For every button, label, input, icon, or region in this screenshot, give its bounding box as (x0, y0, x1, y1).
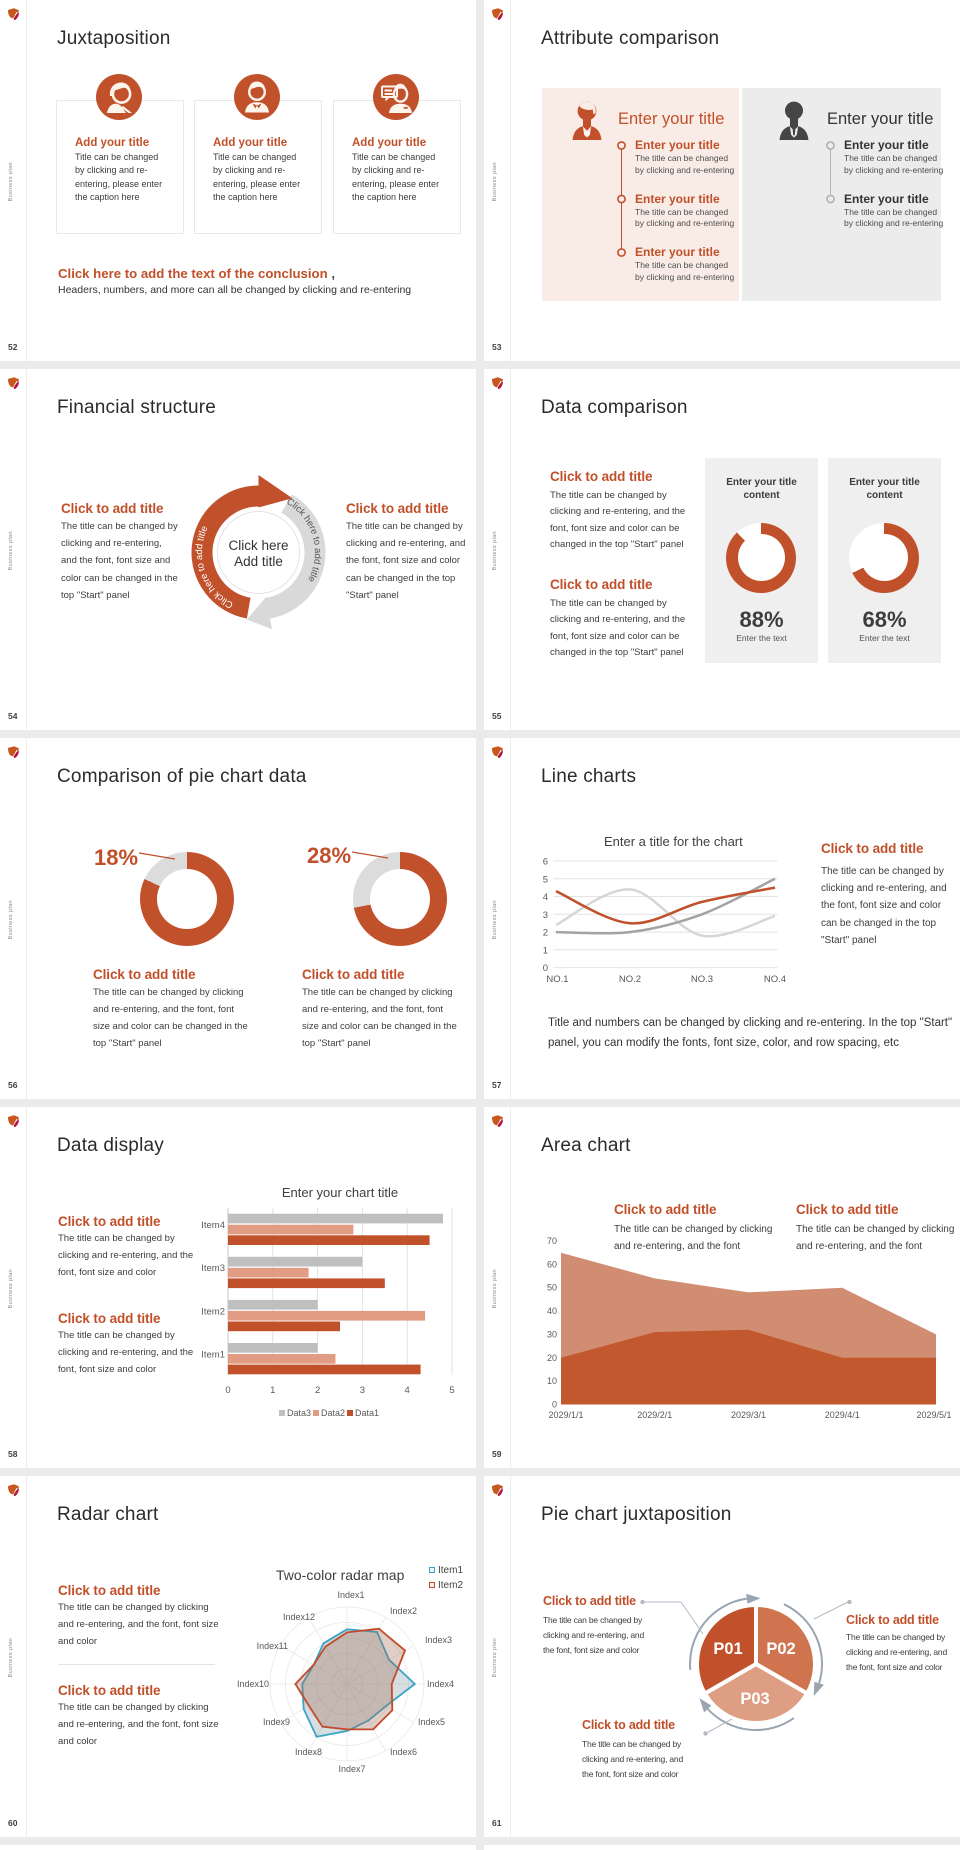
svg-text:Index8: Index8 (295, 1747, 322, 1757)
svg-text:2029/1/1: 2029/1/1 (548, 1410, 583, 1420)
svg-text:Item2: Item2 (201, 1306, 225, 1317)
svg-text:P01: P01 (713, 1640, 742, 1658)
svg-text:Index3: Index3 (425, 1635, 452, 1645)
svg-text:5: 5 (543, 874, 548, 885)
svg-text:P02: P02 (766, 1640, 795, 1658)
svg-text:Index6: Index6 (390, 1747, 417, 1757)
svg-text:10: 10 (547, 1376, 557, 1386)
svg-text:3: 3 (360, 1385, 365, 1396)
svg-text:5: 5 (449, 1385, 454, 1396)
svg-text:NO.3: NO.3 (691, 974, 713, 985)
svg-text:2: 2 (315, 1385, 320, 1396)
svg-text:Index11: Index11 (257, 1641, 288, 1651)
svg-text:Item1: Item1 (201, 1350, 225, 1361)
svg-text:0: 0 (543, 963, 548, 974)
svg-text:4: 4 (543, 892, 548, 903)
svg-text:NO.2: NO.2 (619, 974, 641, 985)
svg-text:Data3: Data3 (287, 1408, 311, 1418)
svg-text:Index7: Index7 (338, 1764, 365, 1774)
svg-text:1: 1 (270, 1385, 275, 1396)
svg-text:Index2: Index2 (390, 1606, 417, 1616)
svg-text:2: 2 (543, 928, 548, 939)
svg-text:2029/4/1: 2029/4/1 (825, 1410, 860, 1420)
svg-text:Index12: Index12 (283, 1612, 315, 1622)
svg-text:Click here: Click here (228, 538, 288, 553)
svg-text:Item3: Item3 (201, 1263, 225, 1274)
svg-text:3: 3 (543, 910, 548, 921)
svg-text:50: 50 (547, 1283, 557, 1293)
svg-text:Index4: Index4 (427, 1679, 454, 1689)
svg-text:Data1: Data1 (355, 1408, 379, 1418)
svg-text:2029/5/1: 2029/5/1 (916, 1410, 951, 1420)
svg-text:4: 4 (405, 1385, 410, 1396)
svg-text:Item4: Item4 (201, 1220, 225, 1231)
svg-text:60: 60 (547, 1259, 557, 1269)
svg-text:2029/3/1: 2029/3/1 (731, 1410, 766, 1420)
svg-text:70: 70 (547, 1236, 557, 1246)
svg-text:Data2: Data2 (321, 1408, 345, 1418)
svg-text:Index9: Index9 (263, 1717, 290, 1727)
svg-text:30: 30 (547, 1329, 557, 1339)
svg-text:Add title: Add title (234, 554, 283, 569)
svg-text:Index10: Index10 (237, 1679, 269, 1689)
svg-text:NO.4: NO.4 (764, 974, 786, 985)
svg-text:Index5: Index5 (418, 1717, 445, 1727)
svg-text:P03: P03 (740, 1690, 769, 1708)
svg-text:20: 20 (547, 1353, 557, 1363)
svg-text:6: 6 (543, 857, 548, 868)
svg-text:0: 0 (225, 1385, 230, 1396)
svg-text:0: 0 (552, 1400, 557, 1410)
svg-text:Index1: Index1 (337, 1590, 364, 1600)
svg-text:NO.1: NO.1 (546, 974, 568, 985)
svg-text:2029/2/1: 2029/2/1 (637, 1410, 672, 1420)
svg-text:40: 40 (547, 1306, 557, 1316)
svg-text:1: 1 (543, 945, 548, 956)
